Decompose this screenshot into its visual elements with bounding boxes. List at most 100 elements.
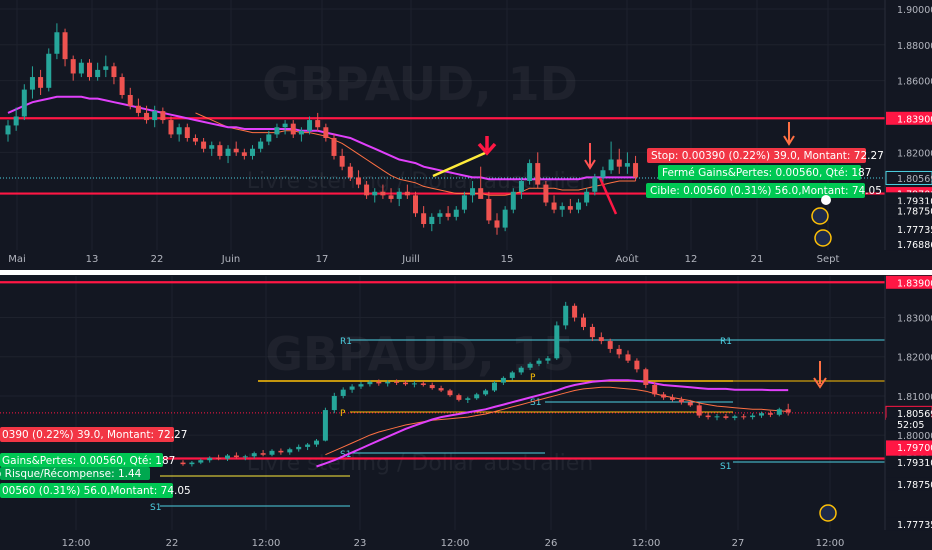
candle-body xyxy=(78,62,84,74)
x-tick-label: 15 xyxy=(501,254,514,265)
candle-body xyxy=(421,213,427,225)
candle-body xyxy=(13,116,19,126)
bottom-trade-annotations[interactable]: 0390 (0.22%) 39.0, Montant: 72.27 Gains&… xyxy=(0,427,191,498)
price-badge-label: 1.77735 xyxy=(897,520,932,531)
candle-body xyxy=(776,409,782,415)
candle-body xyxy=(527,363,533,368)
top-arrows xyxy=(477,122,795,215)
y-tick-label: 1.88000 xyxy=(897,41,932,52)
candle-body xyxy=(634,360,640,370)
price-badge-label: 1.79310 xyxy=(897,197,932,208)
candle-body xyxy=(251,453,257,457)
flag-au-icon[interactable] xyxy=(811,207,829,225)
price-badge xyxy=(886,417,932,431)
stop-badge-lower[interactable] xyxy=(0,427,174,442)
x-tick-label: 17 xyxy=(316,254,329,265)
x-tick-label: Juill xyxy=(401,254,420,265)
candle-body xyxy=(358,384,364,387)
candle-body xyxy=(111,66,117,78)
candle-body xyxy=(670,397,675,400)
top-chart-panel[interactable]: GBPAUD, 1D Livre sterling / Dollar austr… xyxy=(0,0,932,265)
stop-badge-text: Stop: 0.00390 (0.22%) 39.0, Montant: 72.… xyxy=(651,150,884,162)
level-label: P xyxy=(340,409,346,419)
candle-body xyxy=(207,457,213,461)
candle-body xyxy=(437,213,443,217)
candle-body xyxy=(750,415,756,418)
candle-body xyxy=(535,163,541,185)
pane-divider[interactable] xyxy=(0,270,932,275)
candle-body xyxy=(551,202,557,210)
closed-pnl-badge-lower[interactable] xyxy=(0,453,163,467)
top-x-axis: Mai 13 22 Juin 17 Juill 15 Août 12 21 Sept xyxy=(8,253,839,265)
risk-reward-lower-text: io Risque/Récompense: 1.44 xyxy=(0,468,142,480)
price-badge-label: 1.83900 xyxy=(897,278,932,289)
top-y-axis[interactable]: 1.90000 1.88000 1.86000 1.82000 1.83900 1.805… xyxy=(884,0,932,251)
candle-body xyxy=(510,191,516,210)
arrow-down-icon xyxy=(598,177,618,215)
x-tick-label: 22 xyxy=(151,254,164,265)
candle-body xyxy=(225,455,230,459)
candle-body xyxy=(592,177,598,192)
candle-body xyxy=(250,148,255,156)
candle-body xyxy=(607,341,613,349)
top-trend-line[interactable] xyxy=(432,151,486,178)
price-badge xyxy=(886,111,932,125)
candle-body xyxy=(315,120,321,128)
x-tick-label: 13 xyxy=(86,254,99,265)
bottom-chart-panel[interactable]: GBPAUD, 15 Livre sterling / Dollar austr… xyxy=(0,275,932,549)
x-tick-label: Juin xyxy=(221,254,240,265)
price-badge-label: 1.77735 xyxy=(897,225,932,236)
price-badge-label: 52:05 xyxy=(897,420,924,431)
candle-body xyxy=(608,159,614,171)
closed-pnl-badge[interactable] xyxy=(658,165,861,180)
candle-body xyxy=(741,416,747,418)
x-tick-label: 22 xyxy=(166,538,179,549)
target-badge-lower[interactable] xyxy=(0,483,173,498)
top-watermark-description: Livre sterling / Dollar australien xyxy=(247,169,594,194)
x-tick-label: Sept xyxy=(817,254,840,265)
top-grid xyxy=(0,0,885,250)
flag-gb-icon[interactable] xyxy=(814,229,832,247)
candle-body xyxy=(625,354,631,361)
candle-body xyxy=(456,395,462,400)
bottom-candles[interactable] xyxy=(180,301,791,467)
bottom-watermark-symbol: GBPAUD, 15 xyxy=(265,327,575,381)
candle-body xyxy=(396,191,402,199)
candle-body xyxy=(616,159,622,167)
event-icons[interactable] xyxy=(811,195,832,247)
level-label: S1 xyxy=(150,503,161,513)
candle-body xyxy=(411,383,417,385)
candle-body xyxy=(465,398,471,400)
top-candles[interactable] xyxy=(5,23,639,235)
price-badge xyxy=(886,237,932,251)
candle-body xyxy=(767,413,773,415)
candle-body xyxy=(46,53,52,88)
candle-body xyxy=(543,184,549,203)
candle-body xyxy=(723,416,729,418)
trade-annotations[interactable]: Stop: 0.00390 (0.22%) 39.0, Montant: 72.… xyxy=(646,148,884,198)
candle-body xyxy=(438,388,444,391)
price-badge xyxy=(886,455,932,469)
candle-body xyxy=(600,170,606,178)
closed-pnl-lower-text: Gains&Pertes: 0.00560, Qté: 187 xyxy=(2,455,175,467)
candle-body xyxy=(127,94,133,106)
risk-reward-badge-lower[interactable] xyxy=(0,467,150,480)
x-tick-label: 27 xyxy=(732,538,745,549)
candle-body xyxy=(367,381,373,385)
target-badge[interactable] xyxy=(646,183,865,198)
candle-body xyxy=(260,453,266,455)
candle-body xyxy=(21,89,27,117)
bottom-y-axis[interactable]: 1.83000 1.82000 1.81000 1.80000 1.83900 1.805… xyxy=(884,275,932,531)
bottom-watermark-description: Livre sterling / Dollar australien xyxy=(247,451,594,476)
stop-badge[interactable] xyxy=(647,148,866,163)
candle-body xyxy=(192,137,198,142)
candle-body xyxy=(266,134,272,142)
flag-gb-icon[interactable] xyxy=(819,504,837,522)
price-badge xyxy=(886,440,932,454)
price-badge xyxy=(886,275,932,289)
bottom-ma-fast xyxy=(316,379,789,468)
candle-body xyxy=(624,163,630,167)
x-tick-label: Août xyxy=(615,253,638,265)
price-badge-label: 1.79310 xyxy=(897,458,932,469)
